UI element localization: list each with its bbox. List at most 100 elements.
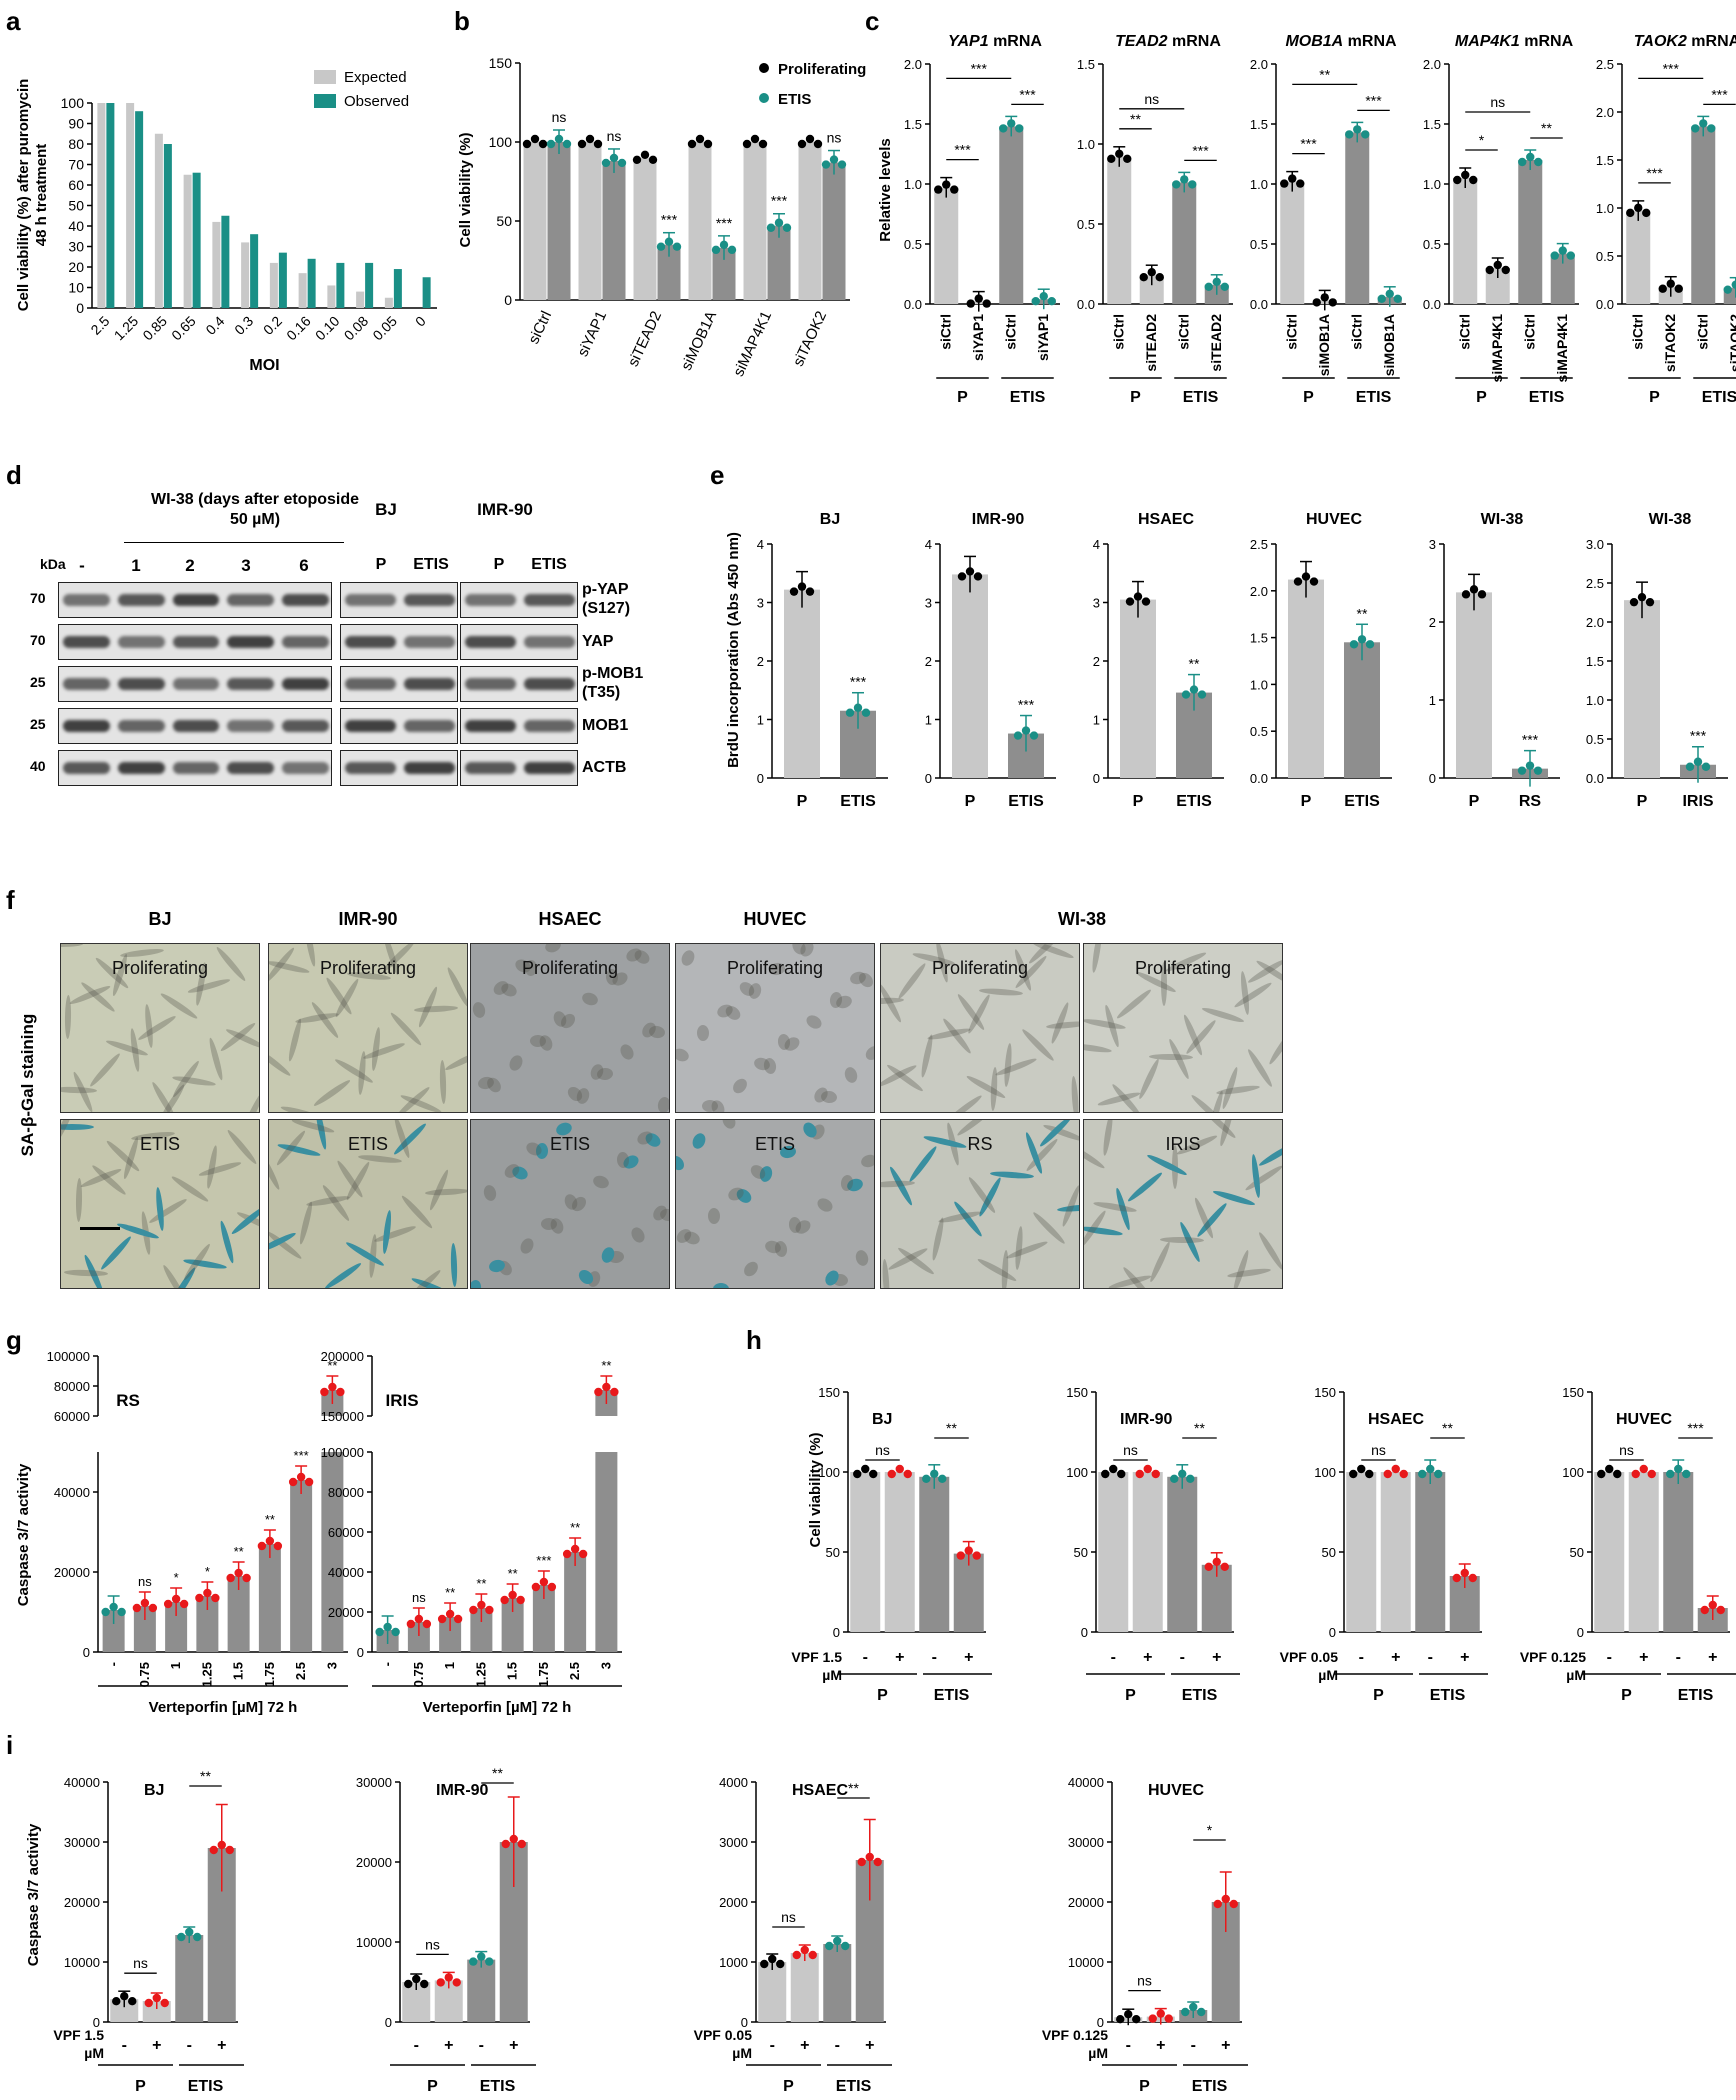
data-point xyxy=(1116,2015,1125,2024)
cell-shape xyxy=(75,1178,83,1222)
significance-label: *** xyxy=(954,142,971,158)
y-tick-label: 40000 xyxy=(328,1565,364,1580)
cell-shape xyxy=(736,1189,752,1203)
cell-shape xyxy=(429,1169,449,1211)
data-point xyxy=(1493,260,1502,270)
data-point xyxy=(1460,1568,1469,1578)
cell-shape xyxy=(774,1241,788,1257)
data-point xyxy=(601,158,611,168)
blot-strip xyxy=(340,708,458,744)
cell-shape xyxy=(509,1055,523,1071)
bar xyxy=(439,1617,462,1652)
group-label: P xyxy=(1476,389,1487,406)
significance-label: ns xyxy=(827,130,842,146)
cell-shape xyxy=(946,1095,982,1112)
micrograph-label: Proliferating xyxy=(726,958,824,978)
data-point xyxy=(1526,152,1535,162)
cell-shape xyxy=(792,944,806,955)
bar xyxy=(227,1576,250,1652)
significance-label: ns xyxy=(138,1574,152,1589)
cell-shape xyxy=(553,1011,567,1027)
cell-shape xyxy=(881,983,901,1023)
x-tick-label: + xyxy=(1708,1649,1717,1666)
x-tick-label: - xyxy=(187,2037,192,2054)
data-point xyxy=(1468,1573,1477,1583)
data-point xyxy=(509,1834,518,1844)
significance-label: ** xyxy=(848,1780,859,1796)
blot-strip xyxy=(58,708,332,744)
data-point xyxy=(1197,2007,1206,2017)
y-tick-label: 60000 xyxy=(54,1409,90,1424)
blot-lane-label: P xyxy=(375,556,387,573)
y-tick-label: 90 xyxy=(68,116,84,132)
cell-shape xyxy=(1222,1067,1238,1109)
cell-shape xyxy=(101,1236,131,1270)
data-point xyxy=(1172,180,1181,189)
bar xyxy=(1280,181,1305,304)
y-tick-label: 40000 xyxy=(64,1775,100,1790)
y-tick-label: 2 xyxy=(757,654,764,669)
x-tick-label: 0.65 xyxy=(168,313,199,344)
significance-label: *** xyxy=(1663,60,1680,76)
blot-band xyxy=(345,636,396,648)
gene-suffix: mRNA xyxy=(1168,33,1222,50)
bar xyxy=(999,126,1024,305)
blot-imr-label: IMR-90 xyxy=(477,500,533,519)
x-tick-label: 0.10 xyxy=(312,313,343,344)
bar xyxy=(1132,1472,1163,1632)
chart-e: BrdU incorporation (Abs 450 nm) BJ 0 1 2 3 4 P E… xyxy=(725,511,1728,810)
bar xyxy=(1167,1476,1198,1632)
x-tick-label: + xyxy=(895,1649,904,1666)
data-point xyxy=(1220,282,1229,291)
data-point xyxy=(1312,298,1321,307)
dose-label: VPF 0.05 xyxy=(1280,1649,1339,1665)
group-label: ETIS xyxy=(1182,1687,1218,1704)
data-point xyxy=(546,139,556,149)
bar-observed xyxy=(221,215,230,308)
chart-a: 0 10 20 30 40 50 60 70 80 90 100 2.51.250.850.65 0.4… xyxy=(15,69,437,374)
x-tick-label: 0.2 xyxy=(260,313,285,338)
subplot-title: WI-38 xyxy=(1481,511,1524,528)
cell-shape xyxy=(172,1076,216,1086)
cell-shape xyxy=(725,1006,741,1020)
y-tick-label: 2.5 xyxy=(1586,576,1604,591)
data-point xyxy=(742,139,752,149)
data-point xyxy=(1550,251,1559,260)
micrograph-label: Proliferating xyxy=(111,958,209,978)
y-tick-label: 0 xyxy=(93,2015,100,2030)
y-tick-label: 150 xyxy=(1314,1385,1336,1400)
cell-shape xyxy=(1269,1027,1282,1065)
data-point xyxy=(242,1573,251,1583)
cell-shape xyxy=(836,995,852,1009)
cell-shape xyxy=(696,1025,710,1041)
data-point xyxy=(1716,1605,1725,1615)
cell-shape xyxy=(1108,1275,1152,1288)
blot-strip xyxy=(58,666,332,702)
cell-shape xyxy=(501,983,517,997)
bar-observed xyxy=(336,262,345,308)
cell-shape xyxy=(957,994,985,1030)
bar-etis xyxy=(657,244,681,300)
cell-shape xyxy=(681,950,695,966)
data-point xyxy=(1699,119,1708,128)
bar xyxy=(467,1959,496,2022)
gene-suffix: mRNA xyxy=(1687,33,1736,50)
sa-gal-label: SA-β-Gal staining xyxy=(18,1013,37,1157)
y-tick-label: 1.5 xyxy=(1596,153,1614,168)
y-tick-label: 4 xyxy=(925,537,932,552)
group-label: ETIS xyxy=(1678,1687,1714,1704)
y-tick-label: 1.5 xyxy=(1423,117,1441,132)
cell-shape xyxy=(280,1106,324,1112)
x-tick-label: 0.75 xyxy=(411,1662,426,1687)
x-tick-label: siCtrl xyxy=(525,309,555,347)
significance-label: *** xyxy=(1711,86,1728,102)
cell-shape xyxy=(64,995,72,1039)
x-tick-label: ETIS xyxy=(1008,793,1044,810)
data-point xyxy=(257,1541,267,1551)
subplot-title: RS xyxy=(116,1391,140,1410)
data-point xyxy=(195,1593,204,1603)
data-point xyxy=(203,1588,212,1598)
micrograph-proliferating: Proliferating xyxy=(470,943,670,1113)
significance-label: *** xyxy=(971,60,988,76)
bar-proliferating xyxy=(633,157,657,300)
